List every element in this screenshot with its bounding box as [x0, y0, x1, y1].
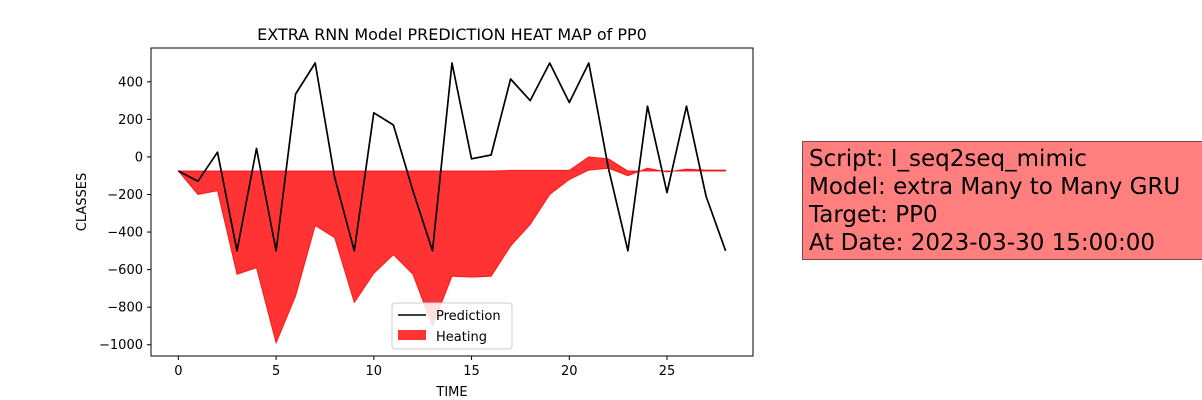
- x-tick-label: 25: [659, 364, 676, 379]
- x-tick-label: 5: [272, 364, 280, 379]
- y-ticks: 400 200 0 −200 −400 −600 −800 −1000: [99, 75, 151, 353]
- y-tick-label: 0: [135, 150, 143, 165]
- y-tick-label: −1000: [99, 338, 143, 353]
- y-tick-label: −600: [107, 263, 143, 278]
- y-tick-label: −200: [107, 188, 143, 203]
- x-axis-label: TIME: [435, 385, 467, 400]
- prediction-line-layer: [178, 62, 727, 252]
- y-tick-label: −800: [107, 301, 143, 316]
- heating-area-layer: [177, 156, 727, 345]
- prediction-line: [178, 62, 727, 252]
- y-tick-label: 200: [118, 113, 143, 128]
- info-script: Script: I_seq2seq_mimic: [809, 146, 1087, 172]
- info-date: At Date: 2023-03-30 15:00:00: [809, 230, 1155, 256]
- legend-heating-swatch: [398, 330, 426, 340]
- x-tick-label: 20: [561, 364, 578, 379]
- plot-frame: [150, 47, 754, 357]
- x-tick-label: 10: [366, 364, 383, 379]
- legend-prediction-label: Prediction: [436, 309, 501, 324]
- chart-title: EXTRA RNN Model PREDICTION HEAT MAP of P…: [257, 25, 647, 44]
- x-tick-label: 0: [174, 364, 182, 379]
- chart: 0 5 10 15 20 25 4002000−200−400−600−800−1000 …: [75, 25, 754, 400]
- y-tick-label: 400: [118, 75, 143, 90]
- y-axis-label: CLASSES: [75, 173, 90, 231]
- info-target: Target: PP0: [809, 202, 938, 228]
- legend: Prediction Heating: [391, 302, 513, 350]
- legend-heating-label: Heating: [436, 330, 487, 345]
- x-ticks: 0 5 10 15 20 25: [174, 356, 675, 379]
- info-model: Model: extra Many to Many GRU: [809, 174, 1181, 200]
- y-tick-label: −400: [107, 226, 143, 241]
- info-box: Script: I_seq2seq_mimic Model: extra Man…: [802, 141, 1202, 260]
- x-tick-label: 15: [463, 364, 480, 379]
- heating-area: [177, 156, 727, 345]
